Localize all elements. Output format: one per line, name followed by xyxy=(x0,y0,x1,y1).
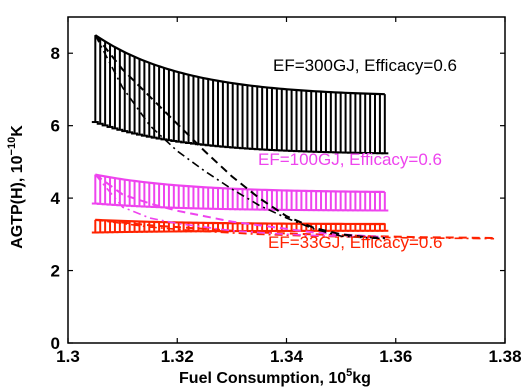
dashed-line xyxy=(94,34,385,239)
series-1 xyxy=(91,173,389,239)
x-tick-label: 1.36 xyxy=(379,347,412,366)
series-label-ef300: EF=300GJ, Efficacy=0.6 xyxy=(273,56,457,75)
series-line xyxy=(95,218,385,226)
series-2 xyxy=(91,218,495,240)
y-axis-label: AGTP(H), 10−10K xyxy=(6,125,26,249)
y-tick-label: 4 xyxy=(51,189,61,208)
series-line xyxy=(95,173,385,194)
x-tick-label: 1.32 xyxy=(161,347,194,366)
dashdot-line xyxy=(94,174,385,239)
series-0 xyxy=(91,34,389,240)
dashdot-line xyxy=(95,219,495,240)
y-axis-label-unit: K xyxy=(9,125,26,137)
x-tick-label: 1.34 xyxy=(270,347,304,366)
x-axis-label-unit: kg xyxy=(352,370,371,387)
series-label-ef33: EF=33GJ, Efficacy=0.6 xyxy=(268,233,443,252)
x-tick-label: 1.3 xyxy=(56,347,80,366)
series-line xyxy=(94,34,385,96)
chart-marks xyxy=(91,34,495,240)
x-axis-label-sup: 5 xyxy=(346,367,352,379)
y-tick-label: 0 xyxy=(51,334,60,353)
x-axis-label-main: Fuel Consumption, 10 xyxy=(179,370,346,387)
y-tick-label: 8 xyxy=(51,44,60,63)
y-tick-label: 6 xyxy=(51,117,60,136)
axis-ticks: 1.3 1.32 1.34 1.36 1.38 0 2 4 6 8 xyxy=(51,17,522,366)
y-axis-label-sup: −10 xyxy=(6,137,18,156)
x-axis-label: Fuel Consumption, 105kg xyxy=(179,367,371,387)
x-tick-label: 1.38 xyxy=(488,347,521,366)
y-tick-label: 2 xyxy=(51,262,60,281)
y-axis-label-main: AGTP(H), 10 xyxy=(9,155,26,248)
series-label-ef100: EF=100GJ, Efficacy=0.6 xyxy=(258,150,442,169)
